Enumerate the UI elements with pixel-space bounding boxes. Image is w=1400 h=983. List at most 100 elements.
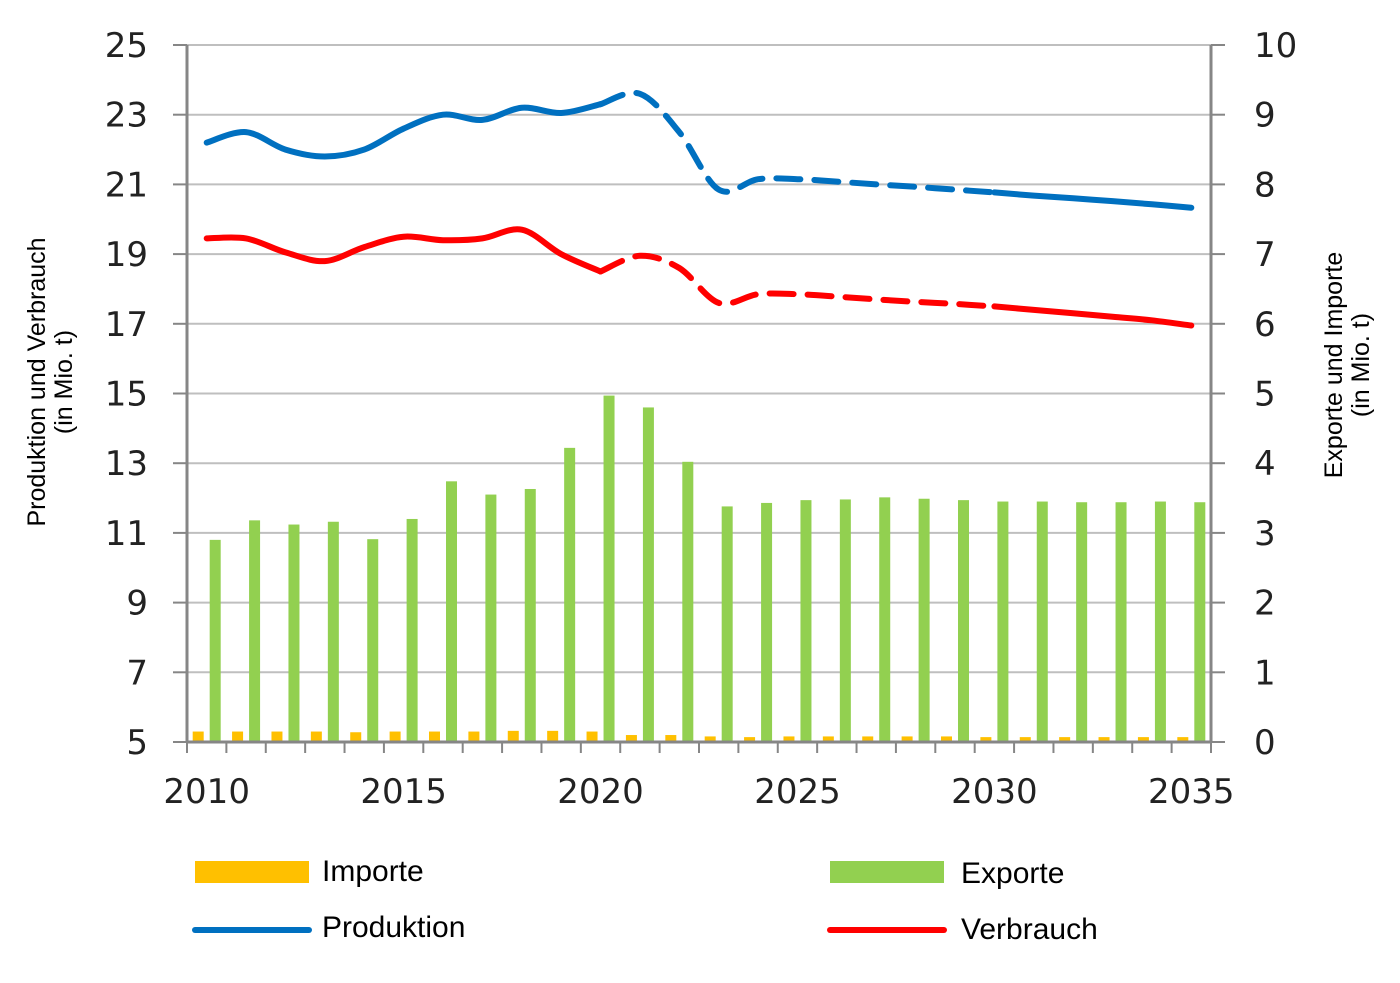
legend-swatch-importe [195,861,309,883]
bar-exporte [446,481,457,742]
legend: Importe Exporte Produktion Verbrauch [192,855,1098,946]
left-tick-label: 21 [105,165,148,205]
legend-swatch-exporte [830,861,944,883]
bar-exporte [524,488,536,742]
line-verbrauch-historical [203,226,604,275]
legend-label-verbrauch: Verbrauch [961,913,1098,946]
bar-exporte [800,500,812,742]
right-tick-label: 8 [1254,165,1276,205]
bar-importe [704,736,716,742]
legend-label-importe: Importe [322,855,424,888]
bar-exporte [249,520,261,742]
bar-importe [468,731,480,742]
left-tick-label: 17 [105,305,148,345]
bar-importe [232,731,244,742]
right-tick-label: 4 [1254,444,1276,484]
bar-exporte [1154,501,1166,742]
left-tick-label: 11 [105,514,148,554]
grid-layer [187,44,1211,674]
bar-importe [507,730,519,742]
bar-exporte [288,524,300,742]
x-tick-label: 2020 [557,772,644,812]
legend-label-produktion: Produktion [322,911,465,944]
bar-importe [901,736,913,742]
bar-exporte [918,498,930,742]
legend-label-exporte: Exporte [961,857,1064,890]
left-tick-label: 13 [105,444,148,484]
bar-exporte [879,497,891,742]
x-tick-label: 2015 [360,772,447,812]
bar-exporte [1194,502,1206,742]
bar-importe [429,731,440,742]
line-produktion-projection-solid [991,189,1195,211]
right-tick-label: 5 [1254,375,1276,415]
bar-importe [783,736,795,742]
left-axis-title-line2: (in Mio. t) [50,330,78,434]
left-tick-label: 7 [126,653,148,693]
bar-importe [1019,737,1031,742]
bar-importe [980,737,992,742]
bar-exporte [603,395,615,742]
line-verbrauch-projection-solid [991,303,1195,329]
bar-importe [822,736,834,742]
bar-exporte [327,521,339,742]
left-axis-title: Produktion und Verbrauch (in Mio. t) [23,237,78,526]
bar-importe [586,731,598,742]
bar-importe [547,730,559,742]
right-tick-label: 6 [1254,305,1276,345]
axes-layer [173,44,1225,753]
bar-importe [389,731,401,742]
bars-layer [192,395,1206,742]
left-axis-title-line1: Produktion und Verbrauch [23,237,51,526]
x-tick-label: 2030 [951,772,1038,812]
right-tick-label: 10 [1254,26,1297,66]
left-tick-label: 5 [126,723,148,763]
bar-exporte [1036,501,1048,742]
bar-importe [1059,737,1071,742]
bar-exporte [682,461,694,742]
x-tick-label: 2010 [163,772,250,812]
line-produktion-historical [203,101,604,160]
bar-importe [310,731,322,742]
line-verbrauch-projection-dashed [597,252,998,310]
bar-importe [1137,737,1149,742]
bar-exporte [367,539,379,742]
left-tick-label: 19 [105,235,148,275]
bar-exporte [1115,502,1127,742]
bar-importe [271,731,283,742]
bar-importe [192,731,204,742]
bar-exporte [1076,502,1088,742]
bar-importe [350,732,362,742]
left-tick-label: 9 [126,584,148,624]
bar-importe [1098,737,1110,742]
right-axis-title: Exporte und Importe (in Mio. t) [1320,252,1375,479]
right-tick-label: 7 [1254,235,1276,275]
bar-exporte [958,500,969,742]
right-tick-label: 9 [1254,96,1276,136]
bar-importe [665,735,677,742]
bar-exporte [839,499,851,742]
x-tick-label: 2035 [1148,772,1235,812]
bar-exporte [997,501,1009,742]
bar-exporte [761,502,773,742]
left-tick-label: 25 [105,26,148,66]
left-tick-label: 15 [105,375,148,415]
right-tick-label: 1 [1254,653,1276,693]
x-tick-label: 2025 [754,772,841,812]
bar-exporte [721,506,733,742]
right-tick-label: 2 [1254,584,1276,624]
bar-exporte [406,518,418,742]
bar-exporte [485,494,497,742]
lines-layer [203,89,1195,329]
bar-exporte [642,407,654,742]
bar-exporte [564,447,576,742]
bar-importe [625,735,637,742]
right-tick-label: 3 [1254,514,1276,554]
left-tick-label: 23 [105,96,148,136]
right-tick-label: 0 [1254,723,1276,763]
bar-importe [862,736,874,742]
bar-exporte [209,539,221,742]
bar-importe [1177,737,1189,742]
